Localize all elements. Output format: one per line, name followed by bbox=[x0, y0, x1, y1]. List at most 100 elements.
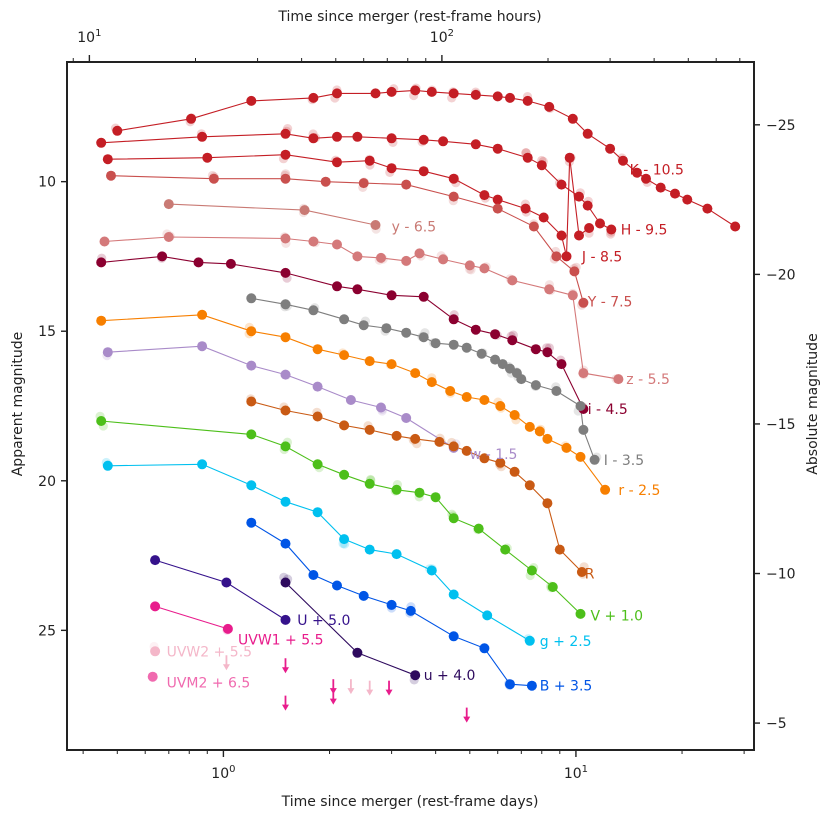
x-axis-label: Time since merger (rest-frame days) bbox=[281, 794, 539, 810]
data-point-y-7-5 bbox=[448, 191, 459, 202]
data-point-h-9-5 bbox=[332, 131, 342, 142]
plot-frame bbox=[66, 61, 755, 751]
data-point-k-10-5 bbox=[618, 155, 628, 166]
data-point-y-7-5 bbox=[320, 176, 331, 187]
y-tick-label: 10 bbox=[38, 175, 56, 191]
data-point-j-8-5 bbox=[448, 173, 459, 184]
data-point-z-5-5 bbox=[438, 254, 449, 265]
series-label-v-1-0: V + 1.0 bbox=[591, 608, 643, 624]
data-point-u-4-0 bbox=[280, 577, 291, 588]
data-point-i-3-5 bbox=[516, 374, 527, 385]
data-point-i-4-5 bbox=[386, 290, 397, 301]
data-point-v-1-0 bbox=[96, 416, 107, 426]
data-point-k-10-5 bbox=[410, 85, 421, 96]
series-label-w-1-5: w - 1.5 bbox=[470, 447, 518, 463]
upper-limit-arrowhead bbox=[222, 664, 230, 671]
series-line-g-2-5 bbox=[107, 463, 531, 642]
data-point-uvm2-6-5 bbox=[147, 671, 158, 682]
series-label-y-6-5: y - 6.5 bbox=[392, 220, 437, 236]
y-tick-label: 20 bbox=[38, 474, 56, 490]
data-point-w-1-5 bbox=[246, 360, 257, 371]
data-point-k-10-5 bbox=[641, 173, 651, 184]
data-point-j-8-5 bbox=[584, 223, 595, 233]
data-point-v-1-0 bbox=[500, 544, 511, 555]
data-point-i-3-5 bbox=[339, 314, 350, 325]
data-point-w-1-5 bbox=[312, 381, 323, 392]
data-point-k-10-5 bbox=[670, 188, 680, 199]
y-tick-label: 25 bbox=[38, 623, 56, 639]
data-point-j-8-5 bbox=[386, 163, 397, 174]
data-point-k-10-5 bbox=[370, 88, 381, 99]
data-point-i-4-5 bbox=[193, 257, 204, 268]
y2-tick-label: −15 bbox=[766, 417, 796, 433]
data-point-r bbox=[410, 433, 421, 444]
data-point-i-3-5 bbox=[530, 380, 541, 391]
data-point-r-2-5 bbox=[600, 484, 611, 495]
data-point-r-2-5 bbox=[495, 401, 506, 411]
data-point-j-8-5 bbox=[280, 149, 291, 160]
data-point-g-2-5 bbox=[280, 496, 291, 507]
data-point-i-3-5 bbox=[551, 386, 562, 396]
data-point-z-5-5 bbox=[163, 232, 174, 242]
data-point-z-5-5 bbox=[308, 236, 319, 247]
series-label-u-5-0: U + 5.0 bbox=[297, 613, 350, 629]
x2-axis-label: Time since merger (rest-frame hours) bbox=[277, 9, 541, 25]
data-point-h-9-5 bbox=[492, 143, 503, 154]
data-point-i-3-5 bbox=[308, 305, 319, 316]
data-point-r bbox=[246, 396, 257, 407]
data-point-y-7-5 bbox=[551, 251, 562, 262]
data-point-r-2-5 bbox=[364, 356, 375, 367]
data-point-z-5-5 bbox=[332, 239, 342, 250]
data-point-w-1-5 bbox=[345, 395, 356, 405]
data-point-g-2-5 bbox=[339, 534, 350, 545]
data-point-y-7-5 bbox=[528, 221, 539, 232]
data-point-r-2-5 bbox=[280, 332, 291, 343]
data-point-z-5-5 bbox=[464, 260, 475, 271]
data-point-b-3-5 bbox=[526, 680, 537, 691]
y-axis-label: Apparent magnitude bbox=[10, 332, 26, 477]
data-point-i-3-5 bbox=[589, 454, 600, 465]
data-point-r bbox=[434, 436, 445, 447]
data-point-y-7-5 bbox=[208, 173, 219, 184]
series-label-z-5-5: z - 5.5 bbox=[626, 372, 670, 388]
data-point-j-8-5 bbox=[102, 154, 113, 165]
data-point-j-8-5 bbox=[332, 157, 342, 168]
data-point-v-1-0 bbox=[339, 469, 350, 480]
data-point-i-3-5 bbox=[575, 401, 586, 411]
series-label-r: R bbox=[585, 567, 595, 583]
data-point-k-10-5 bbox=[112, 125, 123, 136]
upper-limit-arrowhead bbox=[366, 689, 374, 696]
series-label-b-3-5: B + 3.5 bbox=[540, 679, 593, 695]
series-line-h-9-5 bbox=[101, 133, 612, 230]
data-point-g-2-5 bbox=[482, 610, 493, 621]
data-point-v-1-0 bbox=[414, 487, 425, 498]
data-point-g-2-5 bbox=[246, 480, 257, 491]
y2-tick-label: −10 bbox=[766, 567, 796, 583]
data-point-r-2-5 bbox=[534, 426, 545, 437]
data-point-i-4-5 bbox=[470, 324, 481, 335]
series-label-k-10-5: K - 10.5 bbox=[630, 163, 684, 179]
data-point-i-4-5 bbox=[542, 347, 553, 358]
series-label-u-4-0: u + 4.0 bbox=[424, 668, 476, 684]
data-point-r bbox=[554, 544, 565, 555]
data-point-i-3-5 bbox=[476, 348, 487, 359]
data-point-z-5-5 bbox=[280, 233, 291, 244]
series-line-u-5-0 bbox=[154, 559, 286, 621]
series-points-layer bbox=[96, 85, 741, 691]
data-point-b-3-5 bbox=[479, 643, 490, 654]
data-point-i-3-5 bbox=[497, 359, 508, 370]
data-point-k-10-5 bbox=[186, 113, 197, 124]
series-label-i-4-5: i - 4.5 bbox=[588, 402, 628, 418]
data-point-i-3-5 bbox=[461, 342, 472, 353]
data-point-y-6-5 bbox=[299, 205, 310, 216]
data-point-i-4-5 bbox=[352, 284, 363, 295]
series-label-i-3-5: I - 3.5 bbox=[604, 453, 644, 469]
data-point-i-3-5 bbox=[578, 424, 589, 435]
data-point-w-1-5 bbox=[197, 341, 208, 352]
data-point-j-8-5 bbox=[561, 251, 572, 262]
data-point-v-1-0 bbox=[246, 429, 257, 440]
data-point-g-2-5 bbox=[102, 460, 113, 471]
upper-limit-arrowhead bbox=[347, 688, 355, 695]
